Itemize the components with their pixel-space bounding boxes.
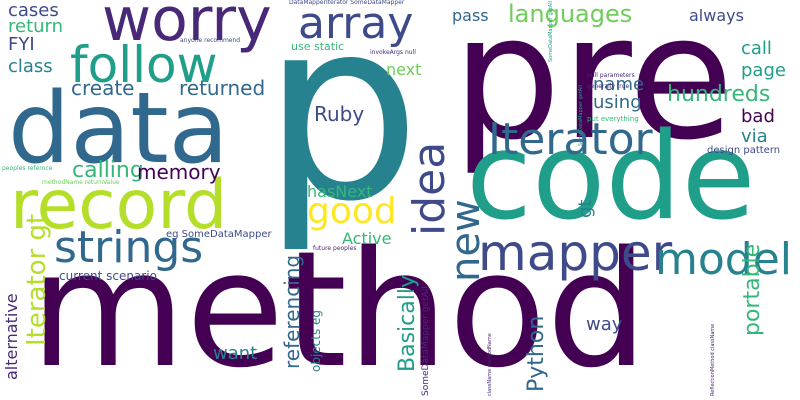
word-create: create: [71, 76, 135, 100]
word-design-pattern: design pattern: [707, 145, 781, 156]
word-worry: worry: [102, 0, 272, 55]
word-ruby: Ruby: [314, 102, 365, 126]
word-hasnext: hasNext: [307, 182, 373, 201]
word-put-everything: put everything: [587, 115, 639, 123]
word-via: via: [741, 126, 768, 147]
word-follow: follow: [70, 36, 218, 94]
word-alternative: alternative: [2, 293, 21, 380]
word-strings: strings: [54, 222, 204, 273]
word-mapper: mapper: [478, 224, 673, 282]
word-always: always: [689, 6, 744, 25]
word-memory: memory: [137, 160, 221, 184]
word-classname-methodname: className methodName: [487, 333, 493, 396]
word-use-static: use static: [291, 40, 345, 53]
word-peoples-refernce: peoples refernce: [2, 165, 53, 172]
word-want: want: [213, 343, 258, 364]
word-gt: gt: [575, 199, 596, 218]
word-code: code: [466, 108, 756, 247]
word-pass: pass: [452, 6, 489, 25]
word-fyi: FYI: [8, 34, 35, 55]
word-next: next: [386, 60, 422, 79]
word-hundreds: hundreds: [667, 82, 771, 107]
word-reflectionmethod-classname: ReflectionMethod className: [710, 323, 716, 396]
word-basically: Basically: [395, 275, 420, 372]
word-pre: pre: [452, 0, 734, 178]
word-bad: bad: [741, 106, 775, 127]
word-languages: languages: [508, 0, 633, 28]
word-generally-true: generally true: [587, 83, 630, 90]
word-methodname-returnvalue: methodName returnValue: [42, 179, 120, 186]
word-eg-somedatamapper: eg SomeDataMapper: [166, 229, 272, 240]
word-array: array: [298, 0, 414, 49]
word-returned: returned: [179, 76, 266, 100]
word-future-peoples: future peoples: [313, 245, 357, 252]
word-somedatamapper-getall-3: SomeDataMapper getAll: [578, 85, 584, 146]
word-page: page: [741, 60, 786, 81]
word-iterator-gt: Iterator gt: [22, 213, 52, 346]
word-anyone-recommend: anyone recommend: [180, 37, 241, 44]
word-somedatamapper-getall-2: SomeDataMapper getAll: [548, 1, 554, 62]
word-name: name: [593, 74, 645, 95]
word-somedatamapper-getall-1: SomeDataMapper getAll: [421, 286, 431, 396]
word-cases: cases: [8, 0, 59, 21]
word-active: Active: [342, 229, 392, 248]
word-return: return: [8, 16, 64, 37]
word-record: record: [10, 166, 228, 245]
word-data: data: [8, 72, 229, 186]
word-objects-eg: objects eg: [309, 309, 323, 372]
word-new: new: [443, 199, 489, 282]
word-call: call: [741, 38, 772, 59]
word-null-parameters: null parameters: [587, 72, 635, 79]
word-good: good: [307, 191, 397, 232]
word-method: method: [30, 216, 648, 400]
word-Iterator: Iterator: [488, 114, 653, 165]
word-datamapperiterator-somedatamapper: DataMapperIterator SomeDataMapper: [289, 0, 405, 6]
word-python: Python: [524, 315, 549, 392]
word-way: way: [586, 314, 623, 335]
word-class: class: [8, 56, 53, 77]
word-invokeargs-null: invokeArgs null: [370, 49, 416, 56]
word-current-scenario: current scenario: [59, 269, 157, 283]
word-p: p: [262, 0, 421, 256]
word-portable: portable: [740, 243, 765, 336]
word-referencing: referencing: [280, 254, 304, 369]
word-using: using: [593, 92, 642, 113]
word-calling: calling: [72, 158, 144, 183]
word-idea: model: [655, 234, 793, 285]
